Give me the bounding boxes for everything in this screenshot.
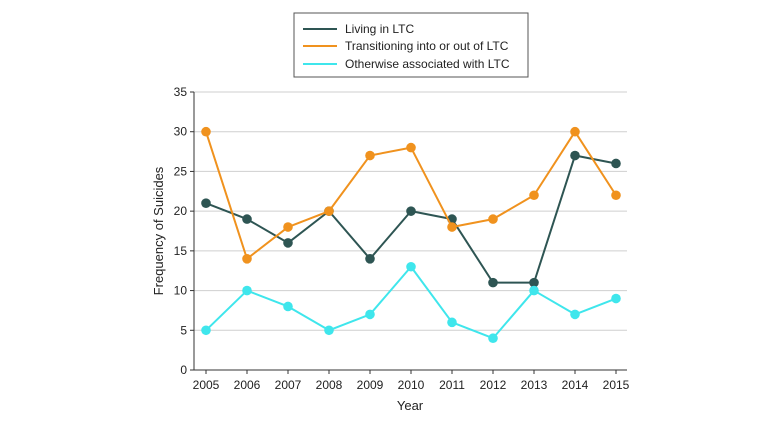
data-point — [283, 222, 293, 232]
y-tick-label: 15 — [174, 244, 188, 258]
x-tick-label: 2006 — [234, 378, 261, 392]
x-tick-label: 2011 — [439, 378, 465, 392]
legend-label: Transitioning into or out of LTC — [345, 39, 509, 53]
data-point — [283, 301, 293, 312]
legend: Living in LTC Transitioning into or out o… — [293, 12, 529, 78]
x-tick-label: 2005 — [193, 378, 220, 392]
x-tick-label: 2010 — [398, 378, 425, 392]
series-line — [205, 265, 617, 340]
data-point — [570, 309, 580, 320]
data-point — [201, 325, 211, 336]
x-tick-label: 2008 — [316, 378, 343, 392]
data-point — [365, 150, 375, 161]
y-tick-label: 25 — [174, 164, 188, 178]
data-point — [611, 158, 621, 169]
data-point — [365, 253, 375, 264]
data-point — [611, 190, 621, 201]
data-point — [201, 126, 211, 137]
x-axis-ticks: 2005 2006 2007 2008 2009 2010 2011 2012 2013 2014… — [193, 370, 630, 392]
y-tick-label: 20 — [174, 204, 188, 218]
x-axis-title: Year — [397, 398, 424, 413]
data-point — [488, 333, 498, 344]
data-point — [406, 206, 416, 216]
y-tick-label: 0 — [180, 363, 187, 377]
y-axis-title: Frequency of Suicides — [151, 166, 166, 295]
data-point — [242, 285, 252, 296]
series-3 — [201, 261, 621, 344]
data-point — [283, 238, 293, 248]
data-point — [242, 253, 252, 264]
data-point — [201, 198, 211, 208]
x-tick-label: 2014 — [562, 378, 589, 392]
y-tick-label: 5 — [180, 323, 187, 337]
y-tick-label: 30 — [174, 125, 188, 139]
y-tick-label: 35 — [174, 85, 188, 99]
data-point — [529, 285, 539, 296]
data-point — [488, 214, 498, 224]
gridlines — [194, 91, 627, 331]
data-point — [488, 277, 498, 288]
legend-label: Otherwise associated with LTC — [345, 57, 510, 71]
data-point — [447, 222, 457, 232]
data-point — [570, 126, 580, 137]
data-point — [611, 293, 621, 304]
y-axis-ticks: 0 5 10 15 20 25 30 35 — [174, 85, 194, 377]
data-point — [406, 142, 416, 153]
data-point — [406, 261, 416, 272]
series-1 — [201, 150, 621, 288]
data-point — [242, 214, 252, 224]
data-point — [365, 309, 375, 320]
data-point — [570, 150, 580, 161]
data-point — [324, 325, 334, 336]
data-point — [324, 206, 334, 216]
axes — [193, 92, 627, 371]
data-point — [529, 277, 539, 288]
y-tick-label: 10 — [174, 284, 188, 298]
x-tick-label: 2013 — [521, 378, 548, 392]
x-tick-label: 2015 — [603, 378, 630, 392]
x-tick-label: 2012 — [480, 378, 507, 392]
x-tick-label: 2009 — [357, 378, 384, 392]
legend-label: Living in LTC — [345, 22, 414, 36]
x-tick-label: 2007 — [275, 378, 302, 392]
data-point — [529, 190, 539, 201]
data-point — [447, 317, 457, 328]
series-2 — [201, 126, 621, 264]
series-layer — [201, 126, 621, 344]
